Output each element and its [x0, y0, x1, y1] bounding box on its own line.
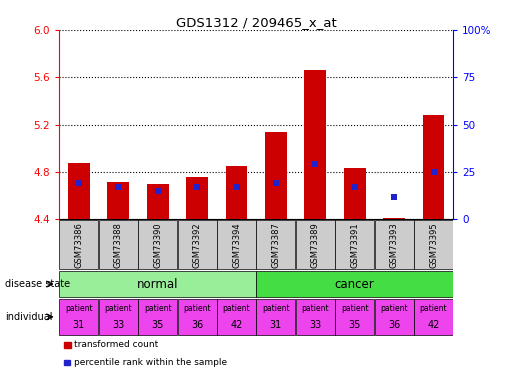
- Bar: [64, 360, 70, 364]
- FancyBboxPatch shape: [256, 271, 453, 297]
- FancyBboxPatch shape: [335, 220, 374, 270]
- Text: 35: 35: [151, 320, 164, 330]
- Text: GSM73395: GSM73395: [429, 222, 438, 267]
- FancyBboxPatch shape: [256, 220, 296, 270]
- Text: individual: individual: [5, 312, 53, 322]
- Text: 42: 42: [230, 320, 243, 330]
- FancyBboxPatch shape: [99, 299, 138, 335]
- Title: GDS1312 / 209465_x_at: GDS1312 / 209465_x_at: [176, 16, 337, 29]
- Point: [351, 184, 359, 190]
- Text: normal: normal: [137, 278, 179, 291]
- Bar: [344, 168, 366, 219]
- Text: 31: 31: [270, 320, 282, 330]
- Text: patient: patient: [341, 304, 369, 313]
- Bar: [68, 163, 90, 219]
- Point: [232, 184, 241, 190]
- Text: patient: patient: [301, 304, 329, 313]
- Text: patient: patient: [65, 304, 93, 313]
- Bar: [304, 70, 326, 219]
- FancyBboxPatch shape: [138, 220, 177, 270]
- FancyBboxPatch shape: [138, 299, 177, 335]
- Text: GSM73390: GSM73390: [153, 222, 162, 267]
- Bar: [383, 218, 405, 219]
- Text: GSM73386: GSM73386: [75, 222, 83, 268]
- Point: [311, 162, 319, 168]
- Text: patient: patient: [380, 304, 408, 313]
- Bar: [265, 132, 287, 219]
- FancyBboxPatch shape: [374, 220, 414, 270]
- Text: 35: 35: [349, 320, 361, 330]
- Text: percentile rank within the sample: percentile rank within the sample: [74, 358, 227, 367]
- Point: [390, 194, 398, 200]
- Bar: [147, 184, 168, 219]
- Text: 31: 31: [73, 320, 85, 330]
- Text: 33: 33: [112, 320, 125, 330]
- FancyBboxPatch shape: [178, 220, 217, 270]
- Point: [430, 169, 438, 175]
- Text: 36: 36: [388, 320, 400, 330]
- Point: [75, 180, 83, 186]
- FancyBboxPatch shape: [59, 220, 98, 270]
- Text: GSM73394: GSM73394: [232, 222, 241, 267]
- Text: GSM73389: GSM73389: [311, 222, 320, 268]
- FancyBboxPatch shape: [99, 220, 138, 270]
- FancyBboxPatch shape: [414, 299, 453, 335]
- FancyBboxPatch shape: [59, 271, 256, 297]
- Text: patient: patient: [222, 304, 250, 313]
- Bar: [64, 342, 71, 348]
- Text: disease state: disease state: [5, 279, 70, 289]
- FancyBboxPatch shape: [256, 299, 296, 335]
- Text: 33: 33: [309, 320, 321, 330]
- Text: patient: patient: [105, 304, 132, 313]
- FancyBboxPatch shape: [217, 220, 256, 270]
- Text: patient: patient: [262, 304, 290, 313]
- Text: GSM73391: GSM73391: [350, 222, 359, 267]
- Text: 42: 42: [427, 320, 440, 330]
- FancyBboxPatch shape: [59, 299, 98, 335]
- FancyBboxPatch shape: [374, 299, 414, 335]
- Text: cancer: cancer: [335, 278, 374, 291]
- Text: patient: patient: [144, 304, 171, 313]
- FancyBboxPatch shape: [178, 299, 217, 335]
- Text: GSM73393: GSM73393: [390, 222, 399, 268]
- FancyBboxPatch shape: [335, 299, 374, 335]
- Text: GSM73392: GSM73392: [193, 222, 201, 267]
- FancyBboxPatch shape: [296, 299, 335, 335]
- Text: patient: patient: [183, 304, 211, 313]
- Point: [193, 184, 201, 190]
- Bar: [226, 166, 247, 219]
- FancyBboxPatch shape: [296, 220, 335, 270]
- Text: 36: 36: [191, 320, 203, 330]
- Text: GSM73387: GSM73387: [271, 222, 280, 268]
- Point: [114, 184, 123, 190]
- Bar: [108, 182, 129, 219]
- Point: [272, 180, 280, 186]
- FancyBboxPatch shape: [217, 299, 256, 335]
- Text: GSM73388: GSM73388: [114, 222, 123, 268]
- Bar: [423, 115, 444, 219]
- Text: patient: patient: [420, 304, 448, 313]
- Point: [153, 188, 162, 194]
- Text: transformed count: transformed count: [74, 340, 158, 349]
- FancyBboxPatch shape: [414, 220, 453, 270]
- Bar: [186, 177, 208, 219]
